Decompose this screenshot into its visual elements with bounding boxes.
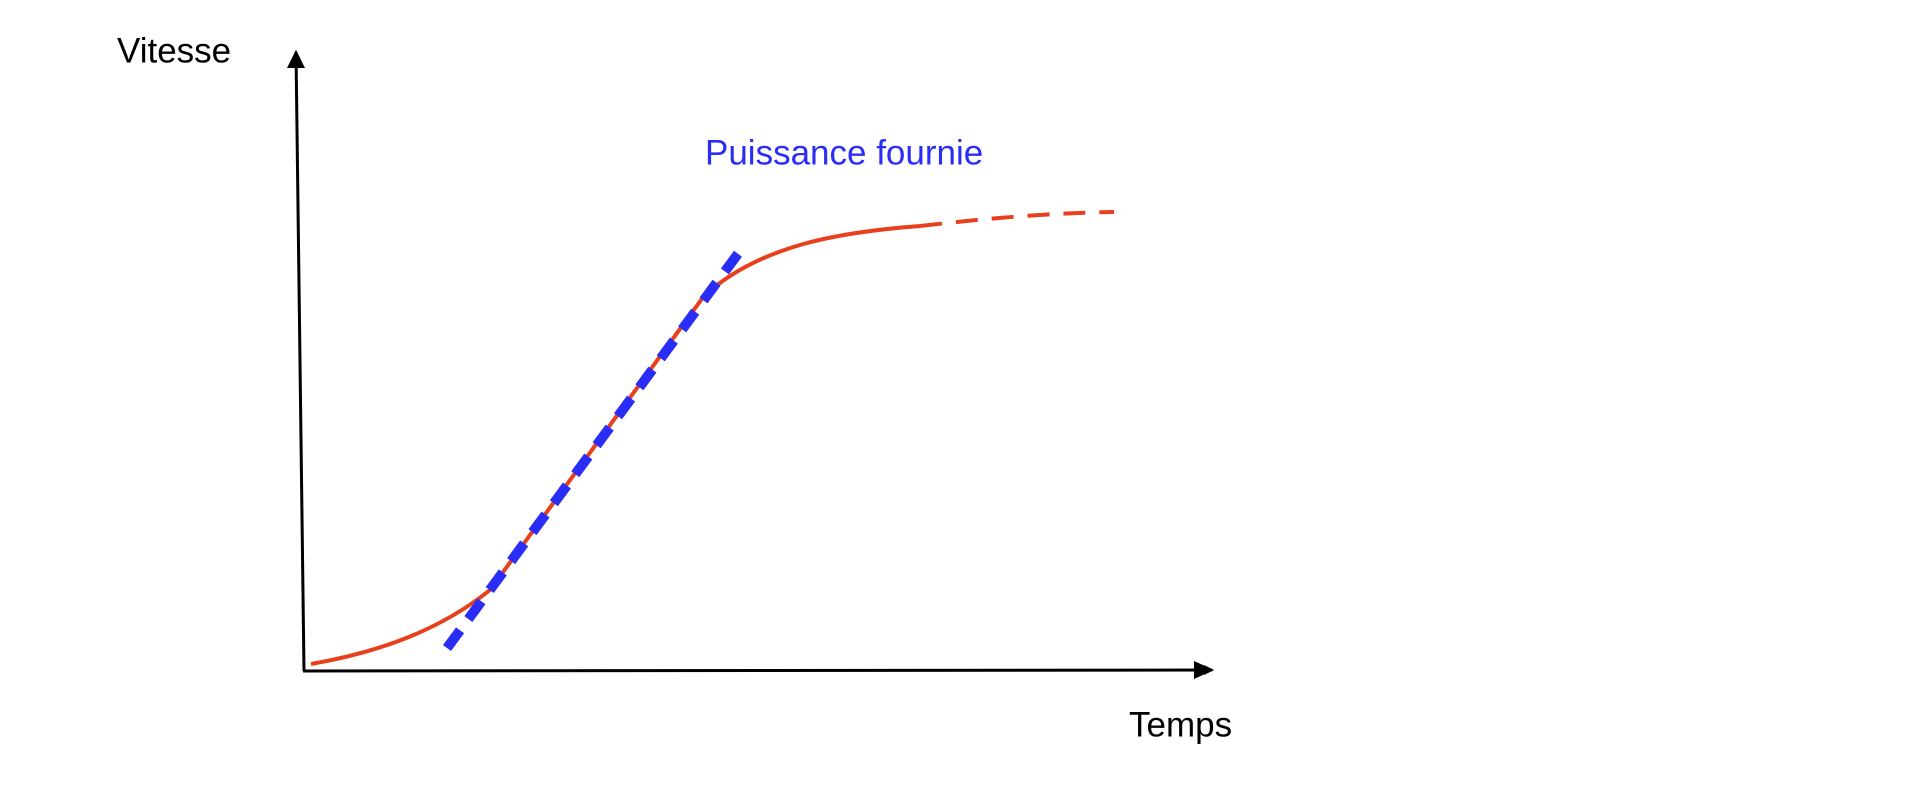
y-axis-label: Vitesse (117, 31, 231, 70)
speed-curve-extension (919, 210, 1115, 228)
power-tangent (442, 248, 745, 651)
y-arrow (287, 50, 305, 68)
annotation: Puissance fournie (705, 133, 983, 172)
x-arrow (1194, 661, 1214, 679)
axes (287, 50, 1214, 679)
x-axis (302, 665, 1214, 676)
y-axis (291, 50, 306, 672)
speed-curve (310, 224, 921, 666)
x-axis-label: Temps (1129, 705, 1232, 744)
